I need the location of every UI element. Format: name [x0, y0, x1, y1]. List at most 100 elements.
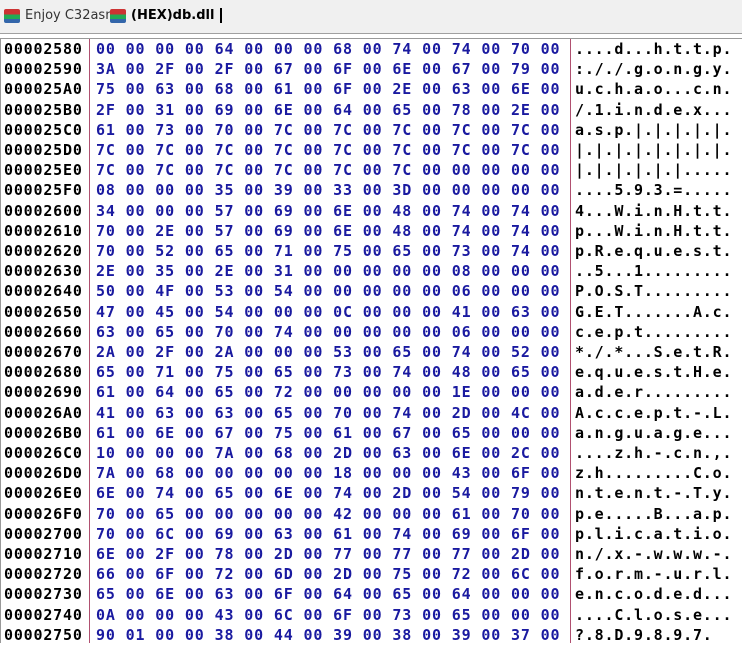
- hex-row: 00002720 66 00 6F 00 72 00 6D 00 2D 00 75…: [1, 564, 741, 584]
- address: 00002600: [4, 201, 83, 220]
- ascii-text: ....d...h.t.t.p.: [575, 40, 733, 58]
- hex-bytes: 08 00 00 00 35 00 39 00 33 00 3D 00 00 0…: [96, 181, 561, 200]
- column-separator: [89, 39, 90, 643]
- tab[interactable]: Enjoy C32asm: [4, 8, 118, 23]
- ascii-text: *./.*...S.e.t.R.: [575, 343, 733, 361]
- tab-bar: Enjoy C32asm (HEX)db.dll: [0, 0, 742, 34]
- hex-row: 000026E0 6E 00 74 00 65 00 6E 00 74 00 2D…: [1, 483, 741, 503]
- hex-bytes: 7A 00 68 00 00 00 00 00 18 00 00 00 43 0…: [96, 464, 561, 483]
- ascii-text: ?.8.D.9.8.9.7.: [575, 625, 713, 644]
- hex-row: 000025D0 7C 00 7C 00 7C 00 7C 00 7C 00 7C…: [1, 140, 741, 160]
- ascii-text: a.s.p.|.|.|.|.|.: [575, 120, 733, 139]
- hex-row: 00002660 63 00 65 00 70 00 74 00 00 00 00…: [1, 322, 741, 342]
- ascii-text: A.c.c.e.p.t.-.L.: [575, 403, 733, 422]
- address: 00002720: [4, 565, 83, 584]
- ascii-text: ....5.9.3.=.....: [575, 181, 733, 200]
- ascii-text: P.O.S.T.........: [575, 282, 733, 301]
- address: 00002700: [4, 524, 83, 543]
- address: 000025F0: [4, 181, 83, 200]
- hex-bytes: 65 00 6E 00 63 00 6F 00 64 00 65 00 64 0…: [96, 585, 561, 604]
- hex-bytes: 10 00 00 00 7A 00 68 00 2D 00 63 00 6E 0…: [96, 444, 561, 462]
- ascii-text: a.n.g.u.a.g.e...: [575, 423, 733, 442]
- hex-bytes: 70 00 6C 00 69 00 63 00 61 00 74 00 69 0…: [96, 524, 561, 543]
- address: 00002640: [4, 282, 83, 301]
- hex-row: 00002610 70 00 2E 00 57 00 69 00 6E 00 48…: [1, 221, 741, 241]
- hex-row: 00002670 2A 00 2F 00 2A 00 00 00 53 00 65…: [1, 342, 741, 362]
- hex-row: 00002640 50 00 4F 00 53 00 54 00 00 00 00…: [1, 281, 741, 301]
- ascii-text: p...W.i.n.H.t.t.: [575, 221, 733, 240]
- tab-label: Enjoy C32asm: [25, 8, 118, 23]
- hex-bytes: 61 00 73 00 70 00 7C 00 7C 00 7C 00 7C 0…: [96, 120, 561, 139]
- hex-row: 000025B0 2F 00 31 00 69 00 6E 00 64 00 65…: [1, 100, 741, 120]
- ascii-text: ....C.l.o.s.e...: [575, 605, 733, 624]
- hex-row: 00002750 90 01 00 00 38 00 44 00 39 00 38…: [1, 625, 741, 645]
- address: 00002630: [4, 262, 83, 281]
- hex-row: 00002680 65 00 71 00 75 00 65 00 73 00 74…: [1, 362, 741, 382]
- ascii-text: G.E.T.......A.c.: [575, 302, 733, 321]
- address: 000025A0: [4, 80, 83, 99]
- ascii-text: n.t.e.n.t.-.T.y.: [575, 484, 733, 503]
- hex-row: 00002620 70 00 52 00 65 00 71 00 75 00 65…: [1, 241, 741, 261]
- hex-bytes: 50 00 4F 00 53 00 54 00 00 00 00 00 06 0…: [96, 282, 561, 301]
- hex-bytes: 6E 00 2F 00 78 00 2D 00 77 00 77 00 77 0…: [96, 545, 561, 563]
- hex-row: 00002690 61 00 64 00 65 00 72 00 00 00 00…: [1, 382, 741, 402]
- address: 00002710: [4, 545, 83, 563]
- hex-bytes: 75 00 63 00 68 00 61 00 6F 00 2E 00 63 0…: [96, 80, 561, 99]
- ascii-text: :././.g.o.n.g.y.: [575, 60, 733, 79]
- ascii-text: 4...W.i.n.H.t.t.: [575, 201, 733, 220]
- hex-row: 000026F0 70 00 65 00 00 00 00 00 42 00 00…: [1, 504, 741, 524]
- hex-bytes: 6E 00 74 00 65 00 6E 00 74 00 2D 00 54 0…: [96, 484, 561, 503]
- hex-row: 00002580 00 00 00 00 64 00 00 00 68 00 74…: [1, 39, 741, 59]
- hex-row: 00002630 2E 00 35 00 2E 00 31 00 00 00 00…: [1, 261, 741, 281]
- address: 000026E0: [4, 484, 83, 503]
- address: 00002580: [4, 40, 83, 58]
- tab-icon: [4, 8, 20, 23]
- tab-active[interactable]: (HEX)db.dll: [110, 8, 223, 23]
- address: 000026A0: [4, 403, 83, 422]
- ascii-text: e.q.u.e.s.t.H.e.: [575, 363, 733, 382]
- hex-row: 000025F0 08 00 00 00 35 00 39 00 33 00 3D…: [1, 180, 741, 200]
- hex-bytes: 63 00 65 00 70 00 74 00 00 00 00 00 06 0…: [96, 322, 561, 341]
- hex-view: 00002580 00 00 00 00 64 00 00 00 68 00 74…: [0, 38, 742, 645]
- ascii-text: z.h.........C.o.: [575, 464, 733, 483]
- address: 00002590: [4, 60, 83, 79]
- hex-row: 000026D0 7A 00 68 00 00 00 00 00 18 00 00…: [1, 463, 741, 483]
- hex-bytes: 70 00 2E 00 57 00 69 00 6E 00 48 00 74 0…: [96, 221, 561, 240]
- hex-bytes: 70 00 65 00 00 00 00 00 42 00 00 00 61 0…: [96, 504, 561, 523]
- ascii-text: |.|.|.|.|.|.|.|.: [575, 141, 733, 159]
- ascii-text: e.n.c.o.d.e.d...: [575, 585, 733, 604]
- column-separator: [570, 39, 571, 643]
- address: 000026C0: [4, 444, 83, 462]
- address: 00002660: [4, 322, 83, 341]
- ascii-text: /.1.i.n.d.e.x...: [575, 100, 733, 119]
- ascii-text: c.e.p.t.........: [575, 322, 733, 341]
- address: 00002620: [4, 242, 83, 260]
- address: 00002610: [4, 221, 83, 240]
- hex-row: 000025A0 75 00 63 00 68 00 61 00 6F 00 2E…: [1, 79, 741, 99]
- address: 000026B0: [4, 423, 83, 442]
- hex-bytes: 3A 00 2F 00 2F 00 67 00 6F 00 6E 00 67 0…: [96, 60, 561, 79]
- ascii-text: ....z.h.-.c.n.,.: [575, 444, 733, 462]
- hex-bytes: 61 00 64 00 65 00 72 00 00 00 00 00 1E 0…: [96, 383, 561, 402]
- address: 00002670: [4, 343, 83, 361]
- address: 00002750: [4, 625, 83, 644]
- hex-row: 000026B0 61 00 6E 00 67 00 75 00 61 00 67…: [1, 423, 741, 443]
- hex-bytes: 2F 00 31 00 69 00 6E 00 64 00 65 00 78 0…: [96, 100, 561, 119]
- hex-bytes: 34 00 00 00 57 00 69 00 6E 00 48 00 74 0…: [96, 201, 561, 220]
- address: 000026D0: [4, 464, 83, 483]
- hex-row: 000026C0 10 00 00 00 7A 00 68 00 2D 00 63…: [1, 443, 741, 463]
- tab-label: (HEX)db.dll: [131, 8, 215, 23]
- hex-row: 00002650 47 00 45 00 54 00 00 00 0C 00 00…: [1, 302, 741, 322]
- hex-bytes: 2E 00 35 00 2E 00 31 00 00 00 00 00 08 0…: [96, 262, 561, 281]
- address: 00002730: [4, 585, 83, 604]
- hex-row: 00002730 65 00 6E 00 63 00 6F 00 64 00 65…: [1, 584, 741, 604]
- hex-row: 00002740 0A 00 00 00 43 00 6C 00 6F 00 73…: [1, 605, 741, 625]
- hex-bytes: 00 00 00 00 64 00 00 00 68 00 74 00 74 0…: [96, 40, 561, 58]
- address: 000025B0: [4, 100, 83, 119]
- hex-bytes: 7C 00 7C 00 7C 00 7C 00 7C 00 7C 00 7C 0…: [96, 141, 561, 159]
- hex-row: 000025C0 61 00 73 00 70 00 7C 00 7C 00 7C…: [1, 120, 741, 140]
- address: 00002740: [4, 605, 83, 624]
- hex-bytes: 7C 00 7C 00 7C 00 7C 00 7C 00 7C 00 00 0…: [96, 161, 561, 180]
- address: 00002690: [4, 383, 83, 402]
